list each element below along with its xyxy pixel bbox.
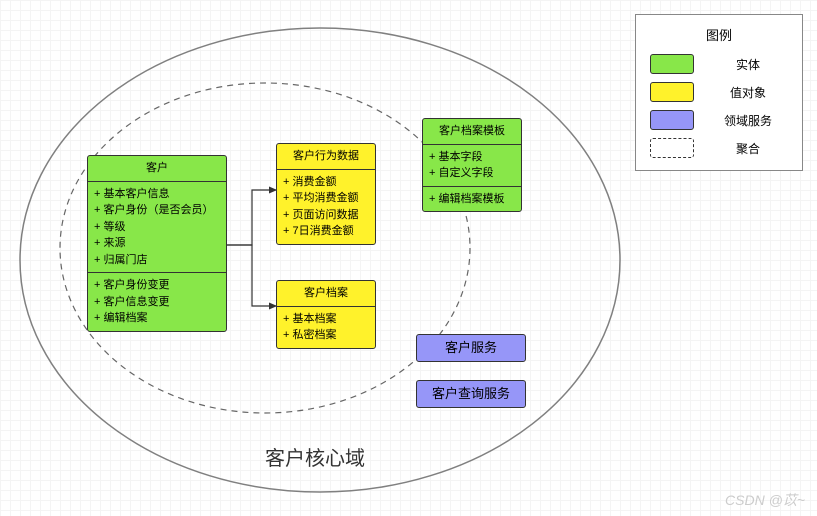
box-line: + 消费金额 <box>283 174 369 191</box>
legend-swatch <box>650 54 694 74</box>
box-line: + 归属门店 <box>94 252 220 269</box>
box-line: + 基本客户信息 <box>94 186 220 203</box>
box-line: + 客户身份变更 <box>94 277 220 294</box>
box-section: + 编辑档案模板 <box>423 186 521 212</box>
box-line: + 编辑档案模板 <box>429 191 515 208</box>
box-customer: 客户+ 基本客户信息+ 客户身份（是否会员）+ 等级+ 来源+ 归属门店+ 客户… <box>87 155 227 332</box>
domain-title: 客户核心域 <box>265 442 365 471</box>
box-header: 客户档案模板 <box>423 119 521 145</box>
watermark: CSDN @苡~ <box>725 490 805 510</box>
legend-label: 实体 <box>694 56 788 73</box>
box-template: 客户档案模板+ 基本字段+ 自定义字段+ 编辑档案模板 <box>422 118 522 212</box>
box-header: 客户档案 <box>277 281 375 307</box>
box-section: + 消费金额+ 平均消费金额+ 页面访问数据+ 7日消费金额 <box>277 170 375 244</box>
box-service2: 客户查询服务 <box>416 380 526 408</box>
box-line: + 等级 <box>94 219 220 236</box>
legend-swatch <box>650 82 694 102</box>
box-line: + 来源 <box>94 235 220 252</box>
legend-swatch <box>650 138 694 158</box>
legend-row: 聚合 <box>650 138 788 158</box>
box-line: + 基本字段 <box>429 149 515 166</box>
legend-title: 图例 <box>650 25 788 44</box>
box-section: + 基本字段+ 自定义字段 <box>423 145 521 186</box>
legend-row: 值对象 <box>650 82 788 102</box>
legend-swatch <box>650 110 694 130</box>
box-line: + 基本档案 <box>283 311 369 328</box>
box-section: + 基本客户信息+ 客户身份（是否会员）+ 等级+ 来源+ 归属门店 <box>88 182 226 273</box>
box-header: 客户 <box>88 156 226 182</box>
box-line: + 自定义字段 <box>429 165 515 182</box>
box-line: + 7日消费金额 <box>283 223 369 240</box>
box-line: + 页面访问数据 <box>283 207 369 224</box>
box-header: 客户行为数据 <box>277 144 375 170</box>
box-line: + 客户信息变更 <box>94 294 220 311</box>
box-behavior: 客户行为数据+ 消费金额+ 平均消费金额+ 页面访问数据+ 7日消费金额 <box>276 143 376 245</box>
box-service1: 客户服务 <box>416 334 526 362</box>
box-profile: 客户档案+ 基本档案+ 私密档案 <box>276 280 376 349</box>
legend-row: 领域服务 <box>650 110 788 130</box>
legend-label: 值对象 <box>694 84 788 101</box>
legend-label: 领域服务 <box>694 112 788 129</box>
box-line: + 私密档案 <box>283 327 369 344</box>
box-section: + 基本档案+ 私密档案 <box>277 307 375 348</box>
legend-row: 实体 <box>650 54 788 74</box>
box-line: + 编辑档案 <box>94 310 220 327</box>
box-line: + 客户身份（是否会员） <box>94 202 220 219</box>
legend-label: 聚合 <box>694 140 788 157</box>
legend-panel: 图例 实体值对象领域服务聚合 <box>635 14 803 171</box>
box-line: + 平均消费金额 <box>283 190 369 207</box>
box-section: + 客户身份变更+ 客户信息变更+ 编辑档案 <box>88 272 226 331</box>
